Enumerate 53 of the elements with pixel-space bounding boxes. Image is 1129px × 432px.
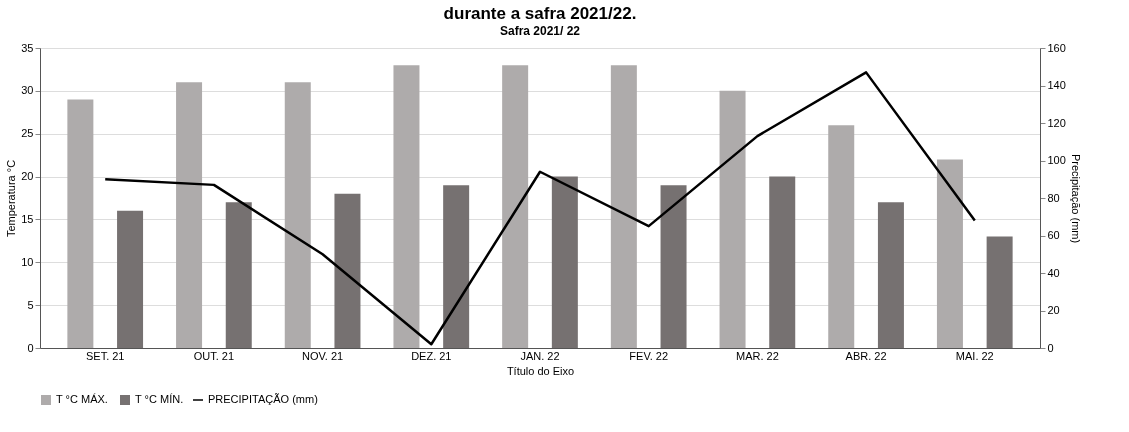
x-tick-label: DEZ. 21 bbox=[411, 349, 452, 362]
x-tick-label: MAR. 22 bbox=[735, 349, 779, 362]
y-tick-label: 5 bbox=[27, 298, 34, 311]
y2-tick-label: 0 bbox=[1047, 341, 1054, 354]
x-tick-label: JAN. 22 bbox=[520, 349, 560, 362]
bar bbox=[225, 202, 252, 348]
x-axis-title: Título do Eixo bbox=[506, 364, 575, 377]
y2-tick-label: 100 bbox=[1047, 154, 1066, 166]
bar bbox=[936, 159, 963, 348]
legend-label: T °C MÍN. bbox=[135, 393, 184, 405]
x-tick-label: FEV. 22 bbox=[629, 349, 669, 362]
legend-label: PRECIPITAÇÃO (mm) bbox=[208, 393, 318, 405]
y2-tick-label: 80 bbox=[1047, 191, 1060, 204]
y2-tick-label: 40 bbox=[1047, 266, 1060, 279]
y-tick-label: 0 bbox=[27, 341, 34, 354]
bar bbox=[828, 125, 855, 348]
y2-tick-label: 60 bbox=[1047, 229, 1060, 241]
bar bbox=[719, 90, 746, 348]
y-tick-label: 10 bbox=[21, 255, 34, 268]
bar bbox=[610, 65, 637, 348]
bar bbox=[334, 193, 361, 348]
bar bbox=[67, 99, 94, 348]
x-tick-label: OUT. 21 bbox=[193, 349, 235, 362]
y-tick-label: 25 bbox=[21, 127, 34, 140]
bar bbox=[986, 236, 1013, 348]
y-tick-label: 20 bbox=[21, 170, 34, 183]
bar bbox=[393, 65, 420, 348]
chart-subtitle: Safra 2021/ 22 bbox=[499, 24, 581, 38]
y2-tick-label: 160 bbox=[1047, 41, 1066, 54]
bar bbox=[660, 185, 687, 348]
x-tick-label: ABR. 22 bbox=[845, 349, 887, 362]
bar bbox=[284, 82, 311, 348]
bar bbox=[877, 202, 904, 348]
y-axis-title: Temperatura °C bbox=[5, 159, 18, 238]
y-tick-label: 15 bbox=[21, 212, 34, 225]
y2-tick-label: 20 bbox=[1047, 304, 1060, 316]
x-tick-label: NOV. 21 bbox=[302, 349, 344, 362]
x-tick-label: SET. 21 bbox=[85, 349, 125, 362]
x-tick-label: MAI. 22 bbox=[955, 349, 994, 362]
bar bbox=[551, 176, 578, 348]
y-tick-label: 35 bbox=[21, 41, 34, 54]
y2-tick-label: 120 bbox=[1047, 116, 1066, 129]
chart-title: durante a safra 2021/22. bbox=[443, 4, 637, 23]
y2-axis-title: Precipitação (mm) bbox=[1069, 153, 1082, 244]
line-series bbox=[103, 71, 977, 346]
bar bbox=[502, 65, 529, 348]
bar bbox=[769, 176, 796, 348]
bar bbox=[176, 82, 203, 348]
bar bbox=[117, 210, 144, 348]
y2-tick-label: 140 bbox=[1047, 79, 1066, 91]
legend-label: T °C MÁX. bbox=[56, 393, 108, 405]
bar bbox=[443, 185, 470, 348]
y-tick-label: 30 bbox=[21, 84, 34, 97]
